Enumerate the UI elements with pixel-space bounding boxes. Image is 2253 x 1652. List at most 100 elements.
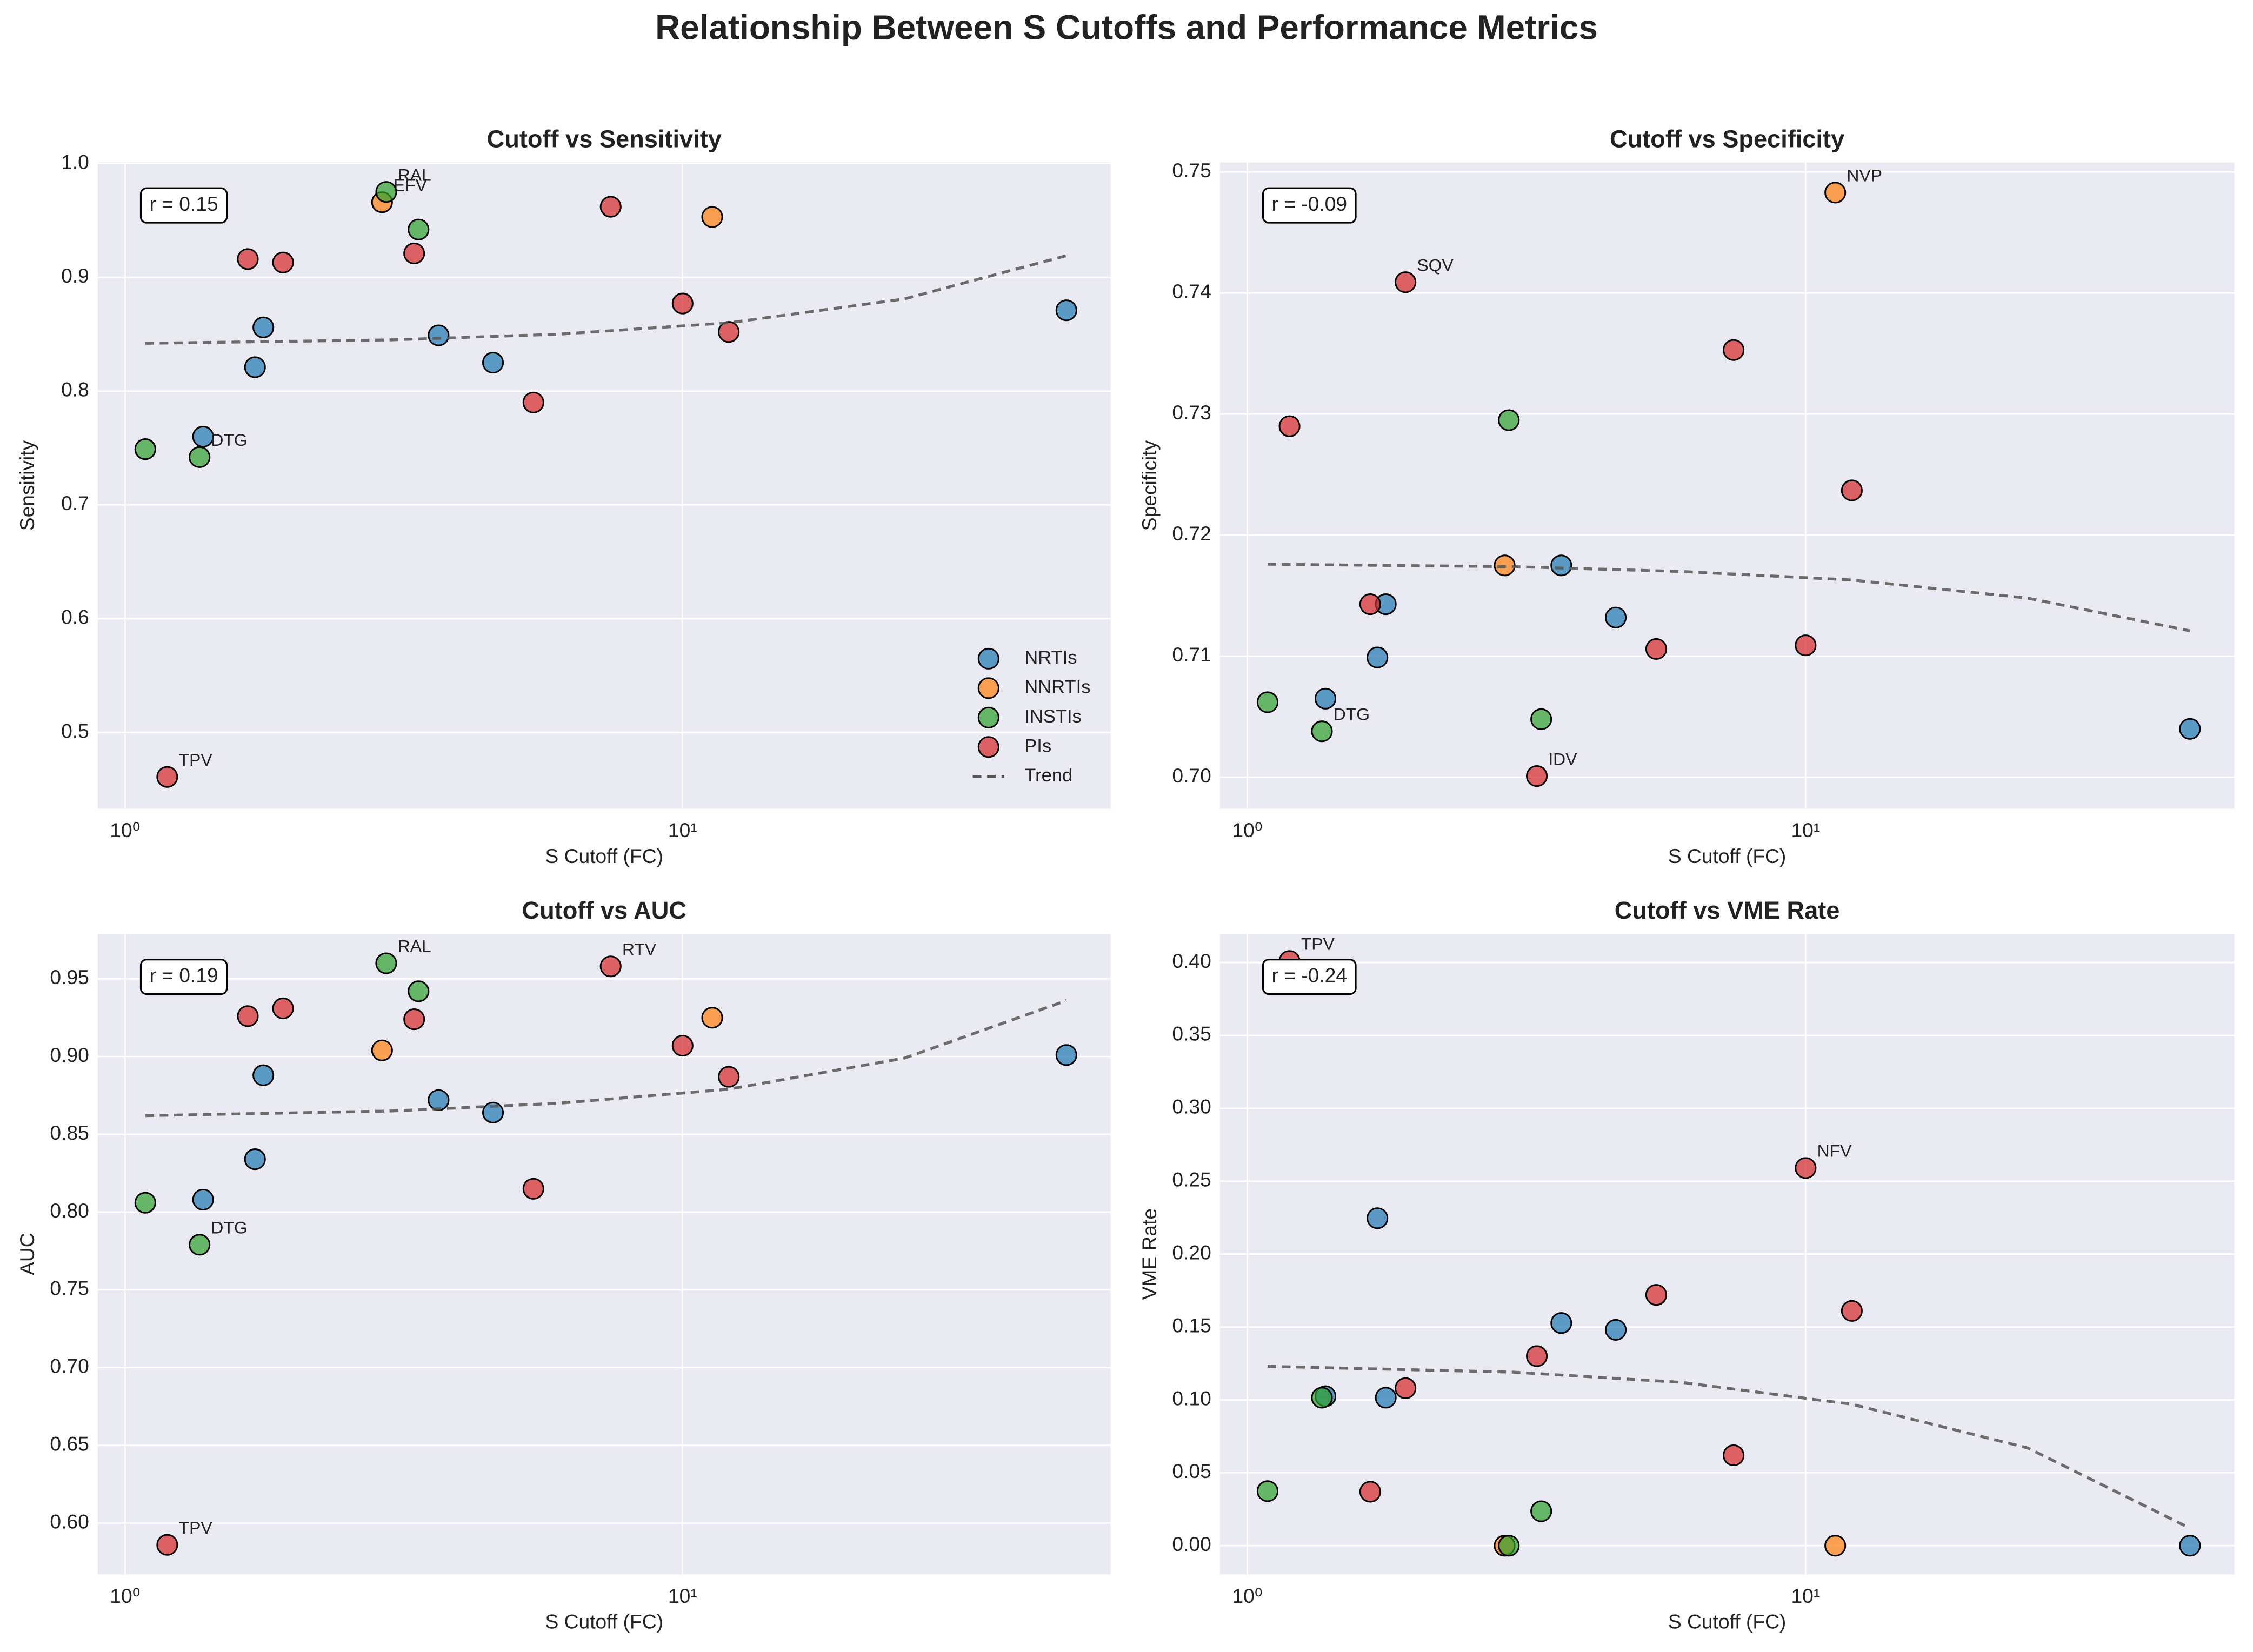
y-tick-label: 0.72 [1172,522,1211,545]
point-label: DTG [1334,704,1370,724]
y-tick-label: 0.70 [1172,764,1211,787]
point [1375,1387,1397,1409]
y-tick-label: 0.10 [1172,1387,1211,1409]
point [522,1178,544,1200]
y-axis-label: Specificity [1138,440,1161,531]
point [1824,182,1847,204]
point [1795,1157,1817,1179]
y-tick-label: 0.75 [1172,159,1211,182]
point [1055,299,1077,322]
subplot-title: Cutoff vs AUC [522,897,686,924]
annotation: r = -0.24 [1271,964,1347,986]
point [718,1066,740,1088]
point [1824,1535,1847,1557]
x-axis-label: S Cutoff (FC) [545,1610,663,1633]
point [237,248,259,270]
point [1645,1284,1668,1306]
y-tick-label: 0.60 [50,1510,89,1533]
y-tick-label: 0.75 [50,1277,89,1300]
point [522,391,544,413]
y-axis-label: VME Rate [1138,1208,1161,1300]
point [156,766,178,788]
point [272,251,294,273]
y-tick-label: 0.95 [50,966,89,988]
y-tick-label: 0.90 [50,1044,89,1066]
x-tick-label: 10¹ [1791,1584,1820,1607]
x-tick-label: 10⁰ [1232,1584,1262,1607]
x-tick-label: 10¹ [668,1584,697,1607]
annotation: r = -0.09 [1271,192,1347,215]
point [671,1034,694,1057]
point-label: SQV [1417,255,1454,275]
point [1367,1207,1389,1229]
point [1314,687,1337,710]
point [1256,691,1279,713]
y-tick-label: 1.0 [61,150,89,173]
point [244,1148,266,1171]
y-tick-label: 0.85 [50,1121,89,1144]
legend-marker [977,706,999,728]
point-label: TPV [179,750,213,770]
point [1841,1300,1863,1322]
point-label: TPV [1301,934,1335,953]
legend-label: INSTIs [1024,706,1082,727]
point [599,955,622,978]
point [1311,1387,1333,1409]
annotation: r = 0.19 [149,964,218,986]
point-label: NVP [1847,166,1882,185]
point [1498,1535,1520,1557]
point [237,1005,259,1027]
point-label: RAL [398,937,431,956]
x-tick-label: 10¹ [1791,819,1820,841]
point [192,1188,214,1210]
x-axis-label: S Cutoff (FC) [1668,845,1786,867]
point [1256,1480,1279,1502]
y-tick-label: 0.5 [61,719,89,742]
y-tick-label: 0.35 [1172,1022,1211,1045]
point [671,292,694,315]
point [403,1008,425,1031]
trend-line [145,999,1067,1118]
y-tick-label: 0.7 [61,492,89,514]
figure-title: Relationship Between S Cutoffs and Perfo… [655,8,1598,47]
point [1530,1500,1552,1522]
point [1605,606,1627,628]
plot-area [97,933,1111,1575]
point [1645,638,1668,660]
y-axis-label: Sensitivity [16,440,38,531]
point [252,316,275,338]
point [1395,1377,1417,1399]
point [428,1089,450,1111]
point [1550,1312,1572,1334]
point [1525,1345,1548,1367]
point [1841,479,1863,501]
point [1795,634,1817,657]
point [156,1534,178,1556]
y-axis-label: AUC [16,1233,38,1275]
point [1359,593,1381,616]
y-tick-label: 0.8 [61,378,89,401]
x-tick-label: 10¹ [668,819,697,841]
point [2179,718,2201,740]
trend-line [1267,1365,2191,1530]
point [599,196,622,218]
point [718,321,740,343]
subplot-title: Cutoff vs Specificity [1610,125,1844,152]
x-tick-label: 10⁰ [110,1584,140,1607]
y-tick-label: 0.65 [50,1432,89,1455]
y-tick-label: 0.05 [1172,1460,1211,1482]
legend-label: Trend [1024,765,1072,786]
point [1359,1481,1381,1503]
point [192,425,214,448]
subplot-title: Cutoff vs Sensitivity [487,125,722,152]
point [482,1101,504,1123]
plot-area [97,162,1111,809]
point-label: RAL [398,165,431,184]
y-tick-label: 0.6 [61,606,89,628]
x-tick-label: 10⁰ [1232,819,1262,841]
point [244,356,266,378]
point [134,438,156,460]
point [1525,765,1548,787]
